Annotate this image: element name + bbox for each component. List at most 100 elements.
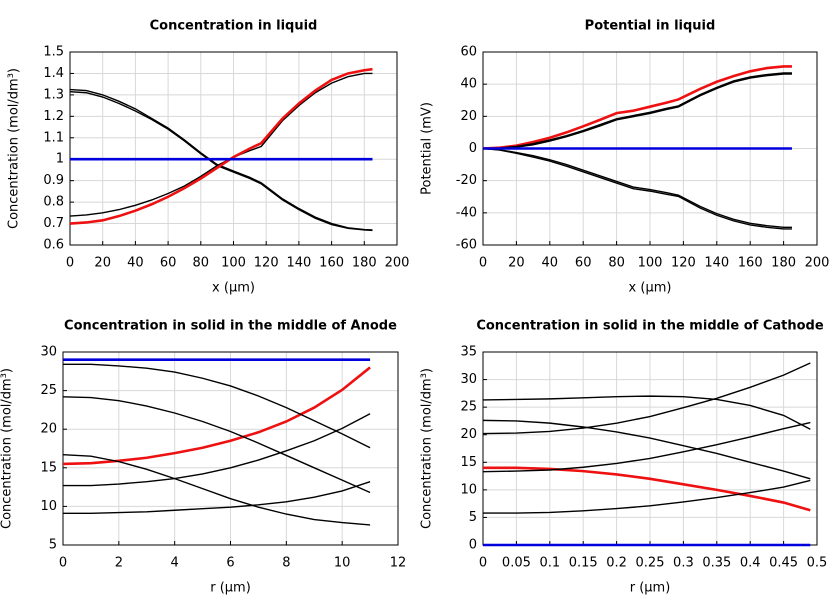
- data-line: [482, 421, 811, 473]
- chart-title: Concentration in solid in the middle of …: [64, 319, 397, 334]
- data-line: [483, 73, 792, 150]
- plot: Concentration in liquid x (µm) Concentrati…: [7, 19, 410, 296]
- y-tick-label: 0.6: [43, 238, 64, 253]
- x-tick-label: 20: [508, 256, 525, 271]
- y-tick-label: 40: [460, 77, 477, 92]
- x-tick-label: 60: [575, 256, 592, 271]
- y-tick-label: 10: [40, 499, 57, 514]
- data-line: [483, 466, 811, 512]
- x-axis-label: x (µm): [212, 281, 255, 296]
- x-tick-label: 12: [390, 556, 407, 571]
- y-tick-label: 20: [40, 422, 57, 437]
- x-tick-label: 10: [334, 556, 351, 571]
- y-tick-label: 5: [469, 510, 477, 525]
- x-tick-label: 180: [352, 256, 377, 271]
- data-line: [482, 419, 811, 480]
- y-tick-label: 25: [460, 400, 477, 415]
- y-tick-label: 15: [40, 460, 57, 475]
- x-tick-label: 40: [127, 256, 144, 271]
- y-tick-label: 1.3: [43, 87, 64, 102]
- y-tick-label: 10: [460, 482, 477, 497]
- data-line: [483, 479, 811, 514]
- y-axis-label: Concentration (mol/dm³): [420, 368, 435, 529]
- y-tick-label: 25: [40, 383, 57, 398]
- x-tick-label: 0.4: [740, 556, 761, 571]
- x-tick-label: 160: [738, 256, 763, 271]
- x-tick-label: 20: [94, 256, 111, 271]
- chart-title: Concentration in solid in the middle of …: [476, 319, 824, 334]
- y-axis-label: Concentration (mol/dm³): [7, 68, 22, 229]
- x-tick-label: 4: [171, 556, 179, 571]
- x-tick-label: 0.15: [569, 556, 598, 571]
- x-tick-label: 100: [221, 256, 246, 271]
- data-line: [69, 88, 373, 231]
- x-tick-label: 0.35: [702, 556, 731, 571]
- y-tick-label: -60: [456, 238, 477, 253]
- x-tick-label: 0: [66, 256, 74, 271]
- y-tick-label: 35: [460, 345, 477, 360]
- y-tick-label: -40: [456, 205, 477, 220]
- x-tick-label: 60: [160, 256, 177, 271]
- y-tick-label: 0.8: [43, 195, 64, 210]
- y-tick-label: 0: [469, 141, 477, 156]
- x-tick-label: 0.25: [636, 556, 665, 571]
- y-tick-label: 1: [56, 152, 64, 167]
- data-line: [69, 90, 373, 232]
- x-tick-label: 140: [704, 256, 729, 271]
- x-tick-label: 160: [319, 256, 344, 271]
- plot-frame: [69, 51, 398, 246]
- x-tick-label: 100: [638, 256, 663, 271]
- y-tick-label: -20: [456, 173, 477, 188]
- data-line: [482, 147, 792, 229]
- chart-title: Concentration in liquid: [150, 19, 318, 34]
- y-tick-label: 0.7: [43, 216, 64, 231]
- data-line: [63, 481, 371, 515]
- plot: Concentration in solid in the middle of …: [0, 319, 406, 596]
- plot-frame: [62, 351, 399, 546]
- x-tick-label: 140: [286, 256, 311, 271]
- x-tick-label: 0.3: [673, 556, 694, 571]
- x-tick-label: 200: [805, 256, 830, 271]
- x-tick-label: 80: [193, 256, 210, 271]
- x-axis-label: r (µm): [630, 581, 671, 596]
- y-tick-label: 1.5: [43, 45, 64, 60]
- x-tick-label: 8: [282, 556, 290, 571]
- y-tick-label: 5: [49, 538, 57, 553]
- data-line: [62, 396, 371, 494]
- data-line: [482, 147, 792, 230]
- y-tick-label: 15: [460, 455, 477, 470]
- plot: Concentration in solid in the middle of …: [420, 319, 828, 596]
- y-tick-label: 1.2: [43, 109, 64, 124]
- y-tick-label: 20: [460, 109, 477, 124]
- y-tick-label: 0: [469, 538, 477, 553]
- x-tick-label: 180: [771, 256, 796, 271]
- x-tick-label: 0.5: [807, 556, 828, 571]
- data-line: [63, 363, 371, 449]
- data-line: [482, 362, 811, 435]
- x-tick-label: 120: [254, 256, 279, 271]
- x-tick-label: 0.05: [502, 556, 531, 571]
- y-tick-label: 30: [40, 345, 57, 360]
- x-tick-label: 200: [385, 256, 410, 271]
- x-tick-label: 40: [542, 256, 559, 271]
- x-tick-label: 0.1: [539, 556, 560, 571]
- x-tick-label: 0: [479, 256, 487, 271]
- x-tick-label: 2: [115, 556, 123, 571]
- x-tick-label: 80: [608, 256, 625, 271]
- y-tick-label: 30: [460, 372, 477, 387]
- y-tick-label: 0.9: [43, 173, 64, 188]
- x-tick-label: 0.2: [606, 556, 627, 571]
- data-line: [482, 72, 792, 150]
- data-line: [63, 413, 371, 487]
- x-axis-label: r (µm): [210, 581, 251, 596]
- data-line: [482, 65, 792, 150]
- data-line: [62, 453, 371, 526]
- data-line: [69, 67, 373, 225]
- x-tick-label: 6: [226, 556, 234, 571]
- x-tick-label: 0.45: [769, 556, 798, 571]
- y-tick-label: 1.4: [43, 66, 64, 81]
- data-line: [482, 395, 811, 430]
- chart-title: Potential in liquid: [585, 19, 716, 34]
- y-tick-label: 60: [460, 45, 477, 60]
